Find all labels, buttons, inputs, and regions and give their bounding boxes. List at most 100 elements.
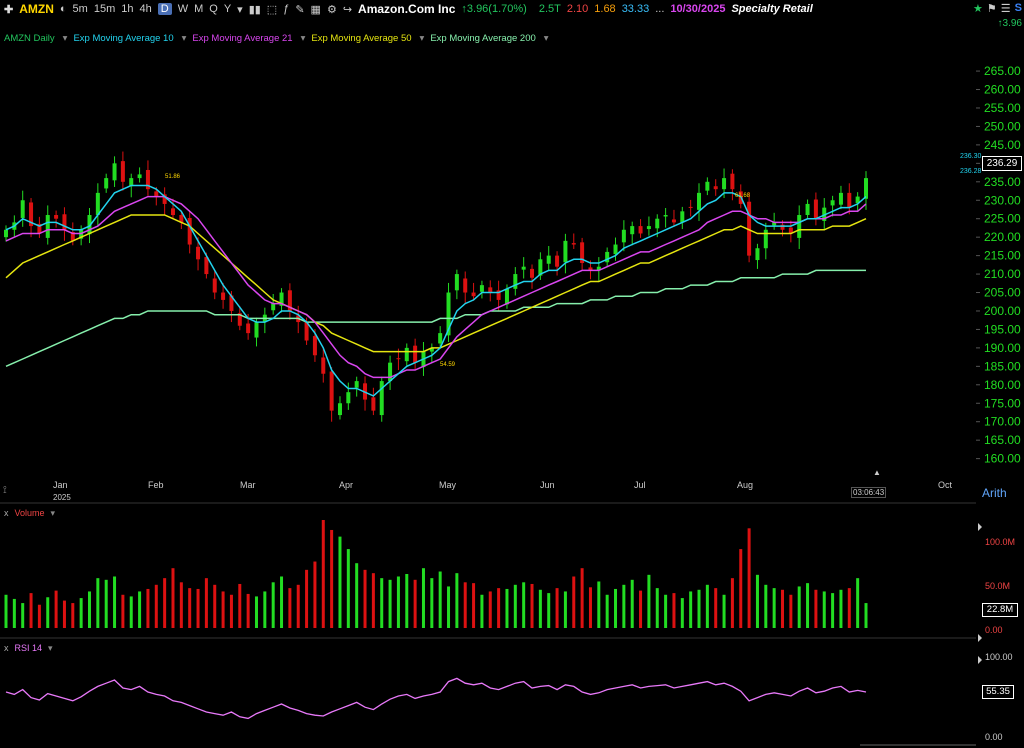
volume-bar [280, 576, 284, 628]
volume-bar [29, 593, 33, 628]
month-label: Mar [240, 480, 256, 490]
year-label: 2025 [53, 493, 71, 502]
candle-body [580, 242, 585, 263]
volume-bar [463, 582, 467, 628]
ema10-line [5, 184, 867, 397]
volume-bar [647, 574, 651, 628]
caret-down-icon[interactable]: ▾ [181, 33, 187, 44]
legend-ema50[interactable]: Exp Moving Average 50 [311, 33, 412, 44]
price-pane[interactable] [4, 151, 868, 422]
volume-bar [538, 589, 542, 628]
volume-bar [321, 520, 325, 628]
volume-bar [438, 571, 442, 628]
volume-tick-50m: 50.0M [985, 581, 1011, 591]
volume-close-button[interactable]: x [4, 508, 9, 518]
search-icon[interactable]: ◐ [59, 3, 67, 15]
period-weekly[interactable]: W [177, 3, 189, 15]
flag-icon[interactable]: ⚑ [986, 3, 997, 15]
timeframe-4h[interactable]: 4h [139, 3, 152, 15]
volume-bar [430, 578, 434, 628]
volume-bar [163, 578, 167, 628]
compare-icon[interactable]: ⬚ [266, 3, 278, 16]
candle-body [830, 200, 835, 206]
candle-body [496, 290, 501, 300]
volume-bar [781, 589, 785, 628]
candle-body [571, 243, 576, 245]
candle-body [312, 336, 317, 356]
volume-bar [505, 588, 509, 628]
candle-body [354, 381, 359, 388]
volume-bar [121, 594, 125, 628]
volume-bar [630, 579, 634, 628]
volume-bar [472, 583, 476, 628]
volume-bar [288, 588, 292, 628]
candle-body [864, 178, 868, 199]
volume-bar [605, 594, 609, 628]
period-yearly[interactable]: Y [223, 3, 232, 15]
candle-body [772, 222, 777, 226]
rsi-label[interactable]: RSI 14 [14, 643, 43, 653]
add-symbol-icon[interactable]: ✚ [4, 3, 14, 16]
settings-icon[interactable]: ⚙ [326, 3, 337, 16]
volume-bar [146, 588, 150, 628]
volume-bar [355, 563, 359, 628]
candle-body [747, 201, 752, 256]
legend-ema10[interactable]: Exp Moving Average 10 [73, 33, 174, 44]
timeframe-5m[interactable]: 5m [72, 3, 88, 15]
volume-bar [71, 603, 75, 628]
volume-label[interactable]: Volume [14, 508, 45, 518]
drawing-icon[interactable]: ✎ [295, 3, 305, 16]
volume-bar [196, 588, 200, 628]
period-daily[interactable]: D [157, 3, 172, 15]
caret-down-icon[interactable]: ▾ [62, 33, 68, 44]
caret-down-icon[interactable]: ▾ [48, 643, 53, 653]
volume-bar [363, 569, 367, 628]
candle-body [705, 181, 710, 191]
price-axis[interactable]: 265.00260.00255.00250.00245.00240.00235.… [976, 64, 1021, 466]
period-quarterly[interactable]: Q [209, 3, 218, 15]
candle-body [120, 161, 125, 182]
candle-body [304, 322, 309, 341]
volume-bar [822, 591, 826, 628]
timeframe-15m[interactable]: 15m [93, 3, 116, 15]
rsi-pane-header: x RSI 14 ▾ [4, 643, 53, 654]
more-stats[interactable]: ... [655, 3, 665, 15]
legend-ema200[interactable]: Exp Moving Average 200 [430, 33, 536, 44]
price-tick-label: 210.00 [984, 267, 1021, 281]
layout-icon[interactable]: ▦ [310, 3, 321, 16]
period-monthly[interactable]: M [194, 3, 204, 15]
volume-bar [221, 591, 225, 628]
symbol-label[interactable]: AMZN [19, 2, 54, 16]
menu-icon[interactable]: ☰ [1000, 3, 1011, 15]
scale-mode-button[interactable]: Arith [982, 486, 1007, 500]
price-tick-label: 220.00 [984, 230, 1021, 244]
legend-series[interactable]: AMZN Daily [4, 33, 55, 44]
rsi-close-button[interactable]: x [4, 643, 9, 653]
period-dropdown-icon[interactable]: ▾ [237, 3, 243, 16]
volume-bar [204, 578, 208, 628]
rsi-pane[interactable] [5, 656, 982, 746]
volume-bar [639, 590, 643, 628]
volume-pane[interactable] [0, 520, 982, 642]
candle-body [179, 215, 184, 223]
timeframe-1h[interactable]: 1h [121, 3, 134, 15]
collapse-icon[interactable]: ▲ [873, 468, 881, 477]
candle-body [847, 192, 852, 208]
volume-bar [62, 600, 66, 628]
star-icon[interactable]: ★ [973, 3, 983, 15]
candle-body [70, 231, 75, 241]
indicators-icon[interactable]: ƒ [283, 3, 290, 15]
brand-icon[interactable]: S [1014, 2, 1022, 14]
caret-down-icon[interactable]: ▾ [419, 33, 425, 44]
share-icon[interactable]: ↪ [342, 3, 353, 16]
right-change-value: 3.96 [1002, 18, 1022, 29]
chart-type-icon[interactable]: ▮▮ [248, 3, 261, 16]
caret-down-icon[interactable]: ▾ [543, 33, 549, 44]
candle-body [221, 292, 226, 300]
legend-ema21[interactable]: Exp Moving Average 21 [192, 33, 293, 44]
last-price-tag: 236.29 [982, 156, 1022, 171]
caret-down-icon[interactable]: ▾ [50, 508, 56, 518]
candle-body [145, 169, 150, 190]
caret-down-icon[interactable]: ▾ [300, 33, 306, 44]
